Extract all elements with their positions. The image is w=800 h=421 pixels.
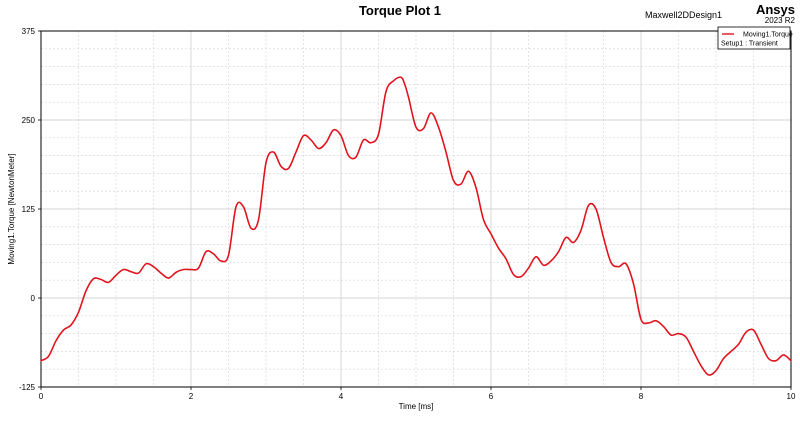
y-tick-label: 250 — [22, 116, 36, 125]
ansys-logo: Ansys — [756, 2, 795, 17]
legend-entry-moving1-torque: Moving1.Torque — [743, 32, 793, 39]
design-name-label: Maxwell2DDesign1 — [645, 10, 722, 20]
x-tick-label: 6 — [489, 392, 494, 401]
chart-title: Torque Plot 1 — [359, 3, 441, 18]
y-tick-label: 375 — [22, 27, 36, 36]
version-label: 2023 R2 — [765, 16, 796, 25]
y-tick-label: 0 — [31, 294, 36, 303]
x-axis-label: Time [ms] — [399, 402, 434, 411]
grid — [40, 30, 792, 388]
legend-setup-label: Setup1 : Transient — [721, 41, 778, 48]
legend-box — [717, 26, 791, 50]
series-line-moving1-torque — [40, 76, 792, 376]
x-tick-label: 2 — [189, 392, 194, 401]
x-tick-label: 4 — [339, 392, 344, 401]
y-axis-label: Moving1.Torque [NewtonMeter] — [7, 153, 16, 264]
y-tick-label: 125 — [22, 205, 36, 214]
x-tick-label: 10 — [787, 392, 796, 401]
x-tick-label: 0 — [39, 392, 44, 401]
y-tick-label: -125 — [19, 383, 36, 392]
legend: Moving1.Torque Setup1 : Transient — [717, 26, 793, 50]
x-tick-label: 8 — [639, 392, 644, 401]
